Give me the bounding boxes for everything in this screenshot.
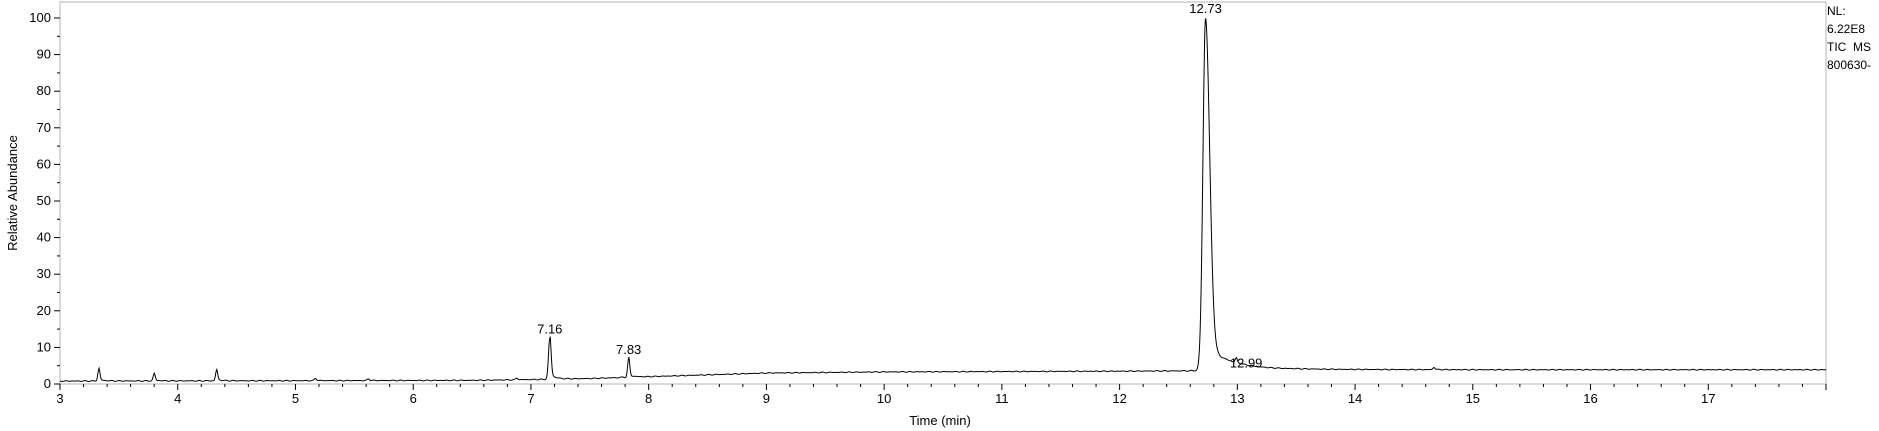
peak-labels: 7.16 7.83 12.73 12.99 [537,1,1262,371]
plot-frame [59,1,1827,385]
peak-label: 7.83 [616,342,641,357]
x-tick-label: 3 [56,391,63,406]
y-tick-label: 0 [44,376,51,391]
y-tick-label: 30 [37,266,51,281]
nl-value: 6.22E8 [1827,22,1866,36]
y-tick-label: 100 [29,10,51,25]
x-axis-label: Time (min) [909,413,971,428]
y-tick-label: 10 [37,339,51,354]
x-tick-label: 5 [292,391,299,406]
scan-type: TIC MS [1827,40,1871,54]
peak-label: 12.99 [1230,356,1263,371]
y-axis-label: Relative Abundance [5,135,20,251]
x-tick-label: 9 [763,391,770,406]
x-tick-label: 12 [1112,391,1126,406]
y-axis: 0 10 20 30 40 50 60 70 80 90 100 [29,10,60,391]
x-tick-label: 7 [527,391,534,406]
x-tick-label: 4 [174,391,181,406]
x-axis: 3 4 5 6 7 8 9 10 11 12 13 14 15 16 17 [56,384,1827,406]
x-tick-label: 14 [1348,391,1362,406]
x-tick-label: 10 [877,391,891,406]
y-tick-label: 70 [37,120,51,135]
tic-trace [59,17,1827,382]
x-tick-label: 8 [645,391,652,406]
peak-label: 7.16 [537,322,562,337]
y-tick-label: 90 [37,47,51,62]
nl-label: NL: [1827,4,1846,18]
y-tick-label: 20 [37,303,51,318]
y-tick-label: 60 [37,156,51,171]
y-tick-label: 80 [37,83,51,98]
x-tick-label: 6 [410,391,417,406]
y-tick-label: 50 [37,193,51,208]
scan-info-panel: NL: 6.22E8 TIC MS 800630- [1827,2,1871,74]
peak-label: 12.73 [1189,1,1222,16]
x-tick-label: 16 [1583,391,1597,406]
file-name: 800630- [1827,58,1872,72]
x-tick-label: 15 [1466,391,1480,406]
x-tick-label: 13 [1230,391,1244,406]
x-tick-label: 11 [995,391,1009,406]
x-tick-label: 17 [1701,391,1715,406]
y-tick-label: 40 [37,230,51,245]
